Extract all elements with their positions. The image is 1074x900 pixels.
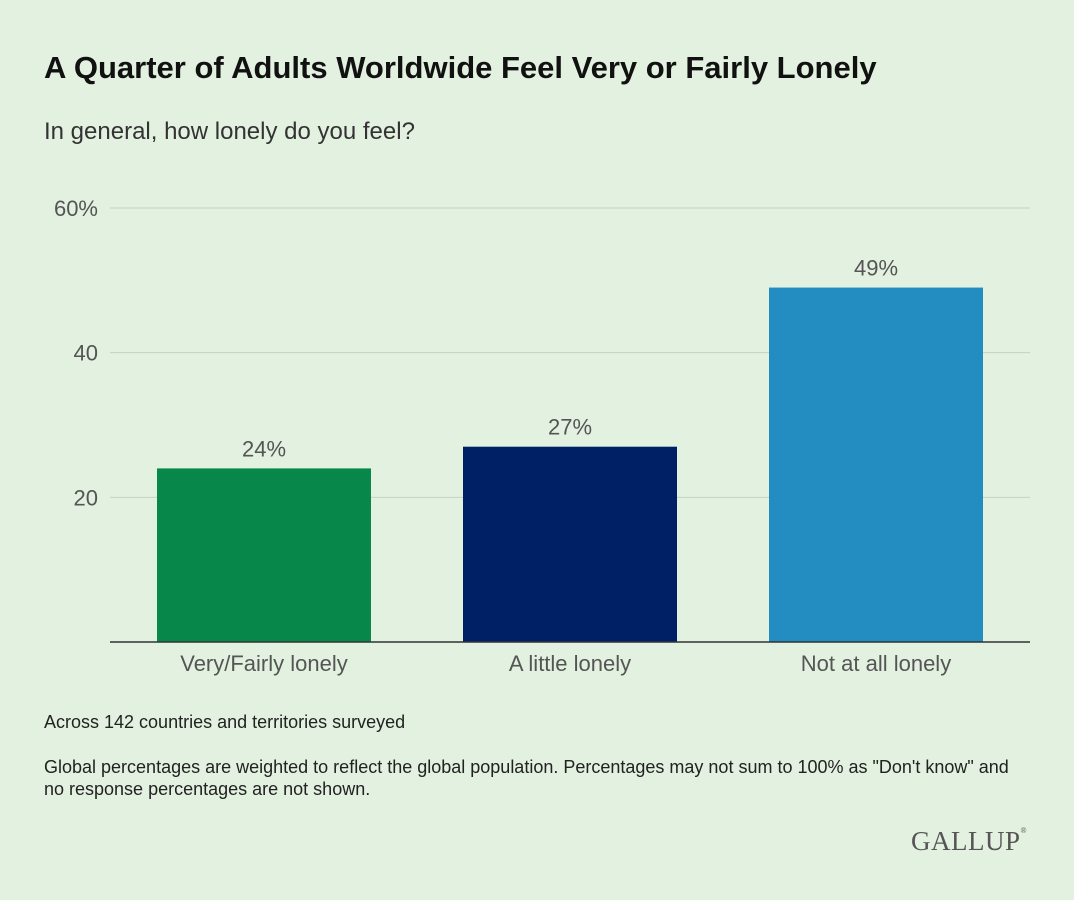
x-tick-label: Very/Fairly lonely (180, 651, 348, 676)
note-countries: Across 142 countries and territories sur… (44, 712, 406, 732)
note-weighting: Global percentages are weighted to refle… (44, 757, 1009, 799)
y-tick-label: 60% (54, 196, 98, 221)
y-tick-label: 40 (74, 341, 98, 366)
bar (463, 446, 677, 642)
chart-subtitle: In general, how lonely do you feel? (44, 118, 415, 145)
data-label: 24% (242, 436, 286, 461)
chart-title: A Quarter of Adults Worldwide Feel Very … (44, 50, 877, 85)
data-label: 49% (854, 256, 898, 281)
data-label: 27% (548, 415, 592, 440)
x-tick-label: Not at all lonely (801, 651, 951, 676)
gallup-logo: GALLUP® (911, 826, 1028, 856)
y-tick-label: 20 (74, 485, 98, 510)
bar (157, 468, 371, 642)
x-tick-label: A little lonely (509, 651, 631, 676)
bar (769, 287, 983, 642)
